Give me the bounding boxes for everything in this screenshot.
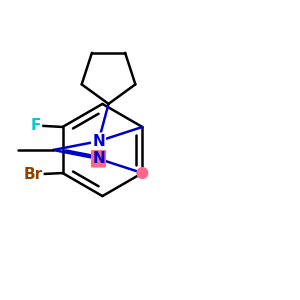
Text: Br: Br [23, 167, 42, 182]
Text: N: N [92, 151, 105, 166]
Text: F: F [31, 118, 41, 133]
Text: N: N [92, 134, 105, 149]
Circle shape [137, 168, 148, 178]
